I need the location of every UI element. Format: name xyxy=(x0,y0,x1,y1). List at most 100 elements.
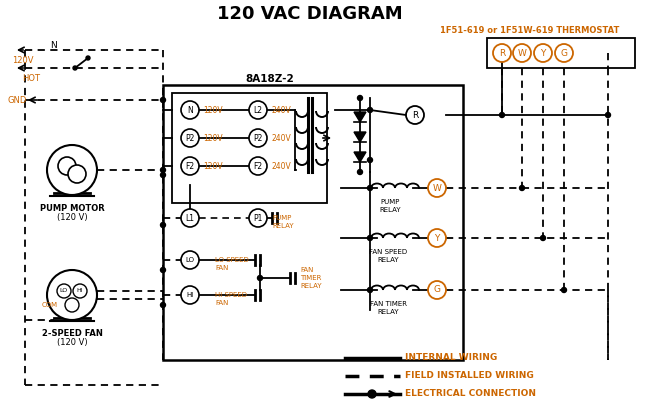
Circle shape xyxy=(181,129,199,147)
Circle shape xyxy=(257,276,263,280)
Circle shape xyxy=(534,44,552,62)
Circle shape xyxy=(428,281,446,299)
Text: 240V: 240V xyxy=(271,134,291,142)
Circle shape xyxy=(161,267,165,272)
Circle shape xyxy=(428,179,446,197)
Circle shape xyxy=(406,106,424,124)
Text: 240V: 240V xyxy=(271,106,291,114)
Text: 2-SPEED FAN: 2-SPEED FAN xyxy=(42,328,103,337)
Circle shape xyxy=(57,284,71,298)
Circle shape xyxy=(249,101,267,119)
Text: 120 VAC DIAGRAM: 120 VAC DIAGRAM xyxy=(217,5,403,23)
Text: P2: P2 xyxy=(253,134,263,142)
Text: FAN: FAN xyxy=(215,300,228,306)
Circle shape xyxy=(181,286,199,304)
Text: P2: P2 xyxy=(186,134,195,142)
Text: W: W xyxy=(433,184,442,192)
Polygon shape xyxy=(354,112,366,122)
Circle shape xyxy=(65,298,79,312)
Text: (120 V): (120 V) xyxy=(57,337,87,347)
Circle shape xyxy=(58,157,76,175)
Circle shape xyxy=(181,157,199,175)
Text: COM: COM xyxy=(42,302,58,308)
Text: RELAY: RELAY xyxy=(379,207,401,213)
Text: LO SPEED: LO SPEED xyxy=(215,257,249,263)
Text: HI: HI xyxy=(186,292,194,298)
Text: HI: HI xyxy=(76,289,83,293)
Text: F2: F2 xyxy=(186,161,194,171)
Text: PUMP MOTOR: PUMP MOTOR xyxy=(40,204,105,212)
Circle shape xyxy=(368,158,373,163)
Text: Y: Y xyxy=(540,49,545,57)
Text: TIMER: TIMER xyxy=(300,275,322,281)
Circle shape xyxy=(161,168,165,173)
Text: LO: LO xyxy=(186,257,194,263)
Text: P1: P1 xyxy=(253,214,263,222)
Circle shape xyxy=(161,173,165,178)
Text: N: N xyxy=(50,41,57,49)
Circle shape xyxy=(249,157,267,175)
Circle shape xyxy=(73,66,77,70)
Circle shape xyxy=(519,186,525,191)
Text: RELAY: RELAY xyxy=(272,223,293,229)
Circle shape xyxy=(181,209,199,227)
Circle shape xyxy=(428,229,446,247)
Circle shape xyxy=(249,129,267,147)
Circle shape xyxy=(500,112,505,117)
Text: W: W xyxy=(517,49,527,57)
Bar xyxy=(172,93,327,203)
Polygon shape xyxy=(354,132,366,142)
Text: N: N xyxy=(187,106,193,114)
Text: PUMP: PUMP xyxy=(381,199,400,205)
Circle shape xyxy=(606,112,610,117)
Text: L1: L1 xyxy=(186,214,194,222)
Text: 1F51-619 or 1F51W-619 THERMOSTAT: 1F51-619 or 1F51W-619 THERMOSTAT xyxy=(440,26,620,34)
Text: G: G xyxy=(433,285,440,295)
Text: FIELD INSTALLED WIRING: FIELD INSTALLED WIRING xyxy=(405,372,534,380)
Circle shape xyxy=(561,287,567,292)
Text: Y: Y xyxy=(434,233,440,243)
Text: 120V: 120V xyxy=(12,55,34,65)
Text: L2: L2 xyxy=(253,106,263,114)
Text: FAN: FAN xyxy=(300,267,314,273)
Text: GND: GND xyxy=(8,96,27,104)
Text: 120V: 120V xyxy=(203,106,222,114)
Circle shape xyxy=(249,209,267,227)
Circle shape xyxy=(181,251,199,269)
Circle shape xyxy=(73,284,87,298)
Text: G: G xyxy=(561,49,567,57)
Text: RELAY: RELAY xyxy=(300,283,322,289)
Circle shape xyxy=(555,44,573,62)
Text: ELECTRICAL CONNECTION: ELECTRICAL CONNECTION xyxy=(405,390,536,398)
Text: RELAY: RELAY xyxy=(377,257,399,263)
Text: 8A18Z-2: 8A18Z-2 xyxy=(246,74,294,84)
Circle shape xyxy=(541,235,545,241)
Text: INTERNAL WIRING: INTERNAL WIRING xyxy=(405,354,497,362)
Circle shape xyxy=(161,222,165,228)
Circle shape xyxy=(368,108,373,112)
Circle shape xyxy=(368,235,373,241)
Circle shape xyxy=(68,165,86,183)
Polygon shape xyxy=(354,152,366,162)
Text: F2: F2 xyxy=(253,161,263,171)
Bar xyxy=(487,38,635,68)
Circle shape xyxy=(181,101,199,119)
Text: R: R xyxy=(499,49,505,57)
Circle shape xyxy=(358,96,362,101)
Circle shape xyxy=(513,44,531,62)
Text: FAN TIMER: FAN TIMER xyxy=(369,301,407,307)
Circle shape xyxy=(368,186,373,191)
Text: FAN: FAN xyxy=(215,265,228,271)
Circle shape xyxy=(47,145,97,195)
Circle shape xyxy=(161,303,165,308)
Text: FAN SPEED: FAN SPEED xyxy=(369,249,407,255)
Text: 240V: 240V xyxy=(271,161,291,171)
Circle shape xyxy=(86,56,90,60)
Text: (120 V): (120 V) xyxy=(57,212,87,222)
Bar xyxy=(163,85,463,360)
Text: 120V: 120V xyxy=(203,134,222,142)
Text: LO: LO xyxy=(60,289,68,293)
Circle shape xyxy=(358,170,362,174)
Circle shape xyxy=(161,98,165,103)
Text: RELAY: RELAY xyxy=(377,309,399,315)
